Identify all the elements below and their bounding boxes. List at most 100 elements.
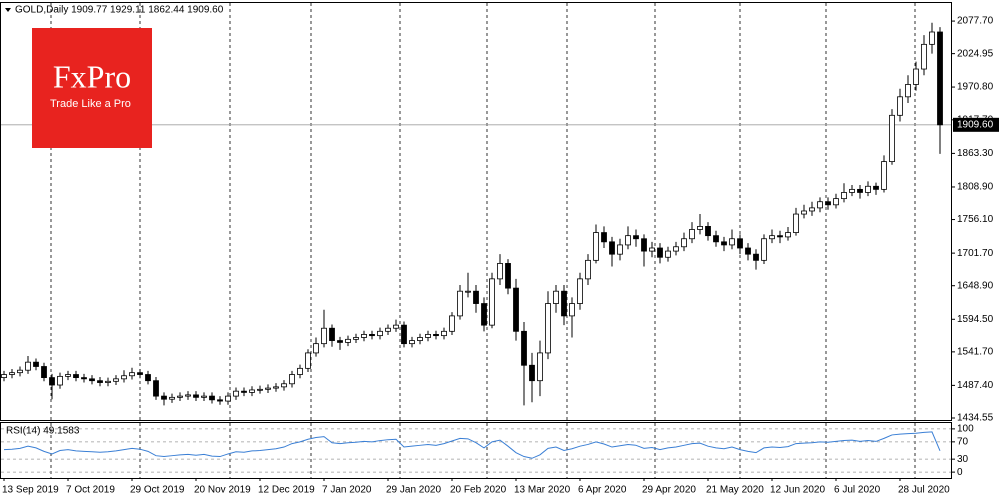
candle-body xyxy=(585,259,591,280)
last-price-label: 1909.60 xyxy=(957,119,994,130)
candle-body xyxy=(673,246,679,252)
candle-body xyxy=(377,330,383,337)
y-tick-label: 1863.30 xyxy=(957,148,994,159)
candle-body xyxy=(513,287,519,332)
candle-body xyxy=(273,386,279,389)
candle-body xyxy=(369,334,375,337)
candle-body xyxy=(417,337,423,341)
candle-body xyxy=(481,303,487,326)
candle-body xyxy=(401,324,407,345)
candle-body xyxy=(41,366,47,379)
candle-body xyxy=(897,96,903,116)
y-tick-label: 2077.70 xyxy=(957,16,994,27)
candle-body xyxy=(353,337,359,340)
candle-body xyxy=(785,232,791,238)
candle-body xyxy=(737,238,743,249)
candle-body xyxy=(305,352,311,369)
candle-body xyxy=(433,334,439,337)
symbol-marker xyxy=(5,8,11,12)
y-tick-label: 1434.55 xyxy=(957,413,994,424)
candle-body xyxy=(257,388,263,391)
candle-body xyxy=(249,389,255,393)
candle-body xyxy=(801,210,807,215)
candle-body xyxy=(529,364,535,382)
candle-body xyxy=(265,387,271,390)
candle-body xyxy=(329,327,335,341)
candle-body xyxy=(241,390,247,393)
candle-body xyxy=(313,343,319,354)
y-tick-label: 1756.10 xyxy=(957,214,994,225)
x-tick-label: 20 Feb 2020 xyxy=(450,485,507,496)
candle-body xyxy=(193,394,199,398)
candle-body xyxy=(657,247,663,258)
last-price-box xyxy=(953,117,999,132)
candle-body xyxy=(233,390,239,397)
candle-body xyxy=(49,377,55,386)
candle-body xyxy=(697,226,703,230)
candle-body xyxy=(145,374,151,382)
rsi-tick-label: 70 xyxy=(957,436,969,447)
x-tick-label: 13 Mar 2020 xyxy=(514,485,571,496)
logo-brand: FxPro xyxy=(53,58,131,94)
candle-body xyxy=(713,235,719,243)
x-tick-label: 12 Dec 2019 xyxy=(258,485,315,496)
candle-body xyxy=(97,380,103,383)
candle-body xyxy=(185,394,191,397)
candle-body xyxy=(1,374,7,379)
candle-body xyxy=(625,235,631,246)
candle-body xyxy=(409,340,415,345)
x-tick-label: 29 Jan 2020 xyxy=(386,485,441,496)
rsi-line xyxy=(3,431,941,459)
candle-body xyxy=(9,372,15,375)
candle-body xyxy=(441,330,447,337)
y-tick-label: 1594.50 xyxy=(957,314,994,325)
logo-tagline: Trade Like a Pro xyxy=(50,98,131,110)
plot xyxy=(1,22,951,473)
candle-body xyxy=(129,372,135,377)
candle-body xyxy=(777,235,783,238)
candle-body xyxy=(17,369,23,374)
candle-body xyxy=(873,185,879,190)
candle-body xyxy=(705,226,711,237)
candle-body xyxy=(297,367,303,375)
candle-body xyxy=(681,238,687,248)
candle-body xyxy=(65,374,71,377)
candle-body xyxy=(577,278,583,304)
candle-body xyxy=(569,303,575,317)
candle-body xyxy=(121,375,127,380)
candle-body xyxy=(745,247,751,255)
candle-body xyxy=(489,278,495,326)
rsi-label: RSI(14) 49.1583 xyxy=(6,426,80,437)
candle-body xyxy=(361,334,367,338)
candle-body xyxy=(649,247,655,252)
y-tick-label: 1808.90 xyxy=(957,182,994,193)
candle-body xyxy=(321,327,327,345)
candle-body xyxy=(817,201,823,209)
rsi-tick-label: 100 xyxy=(957,424,974,435)
candle-body xyxy=(57,375,63,386)
candle-body xyxy=(81,377,87,380)
candle-body xyxy=(929,31,935,45)
logo-box xyxy=(32,28,152,148)
candle-body xyxy=(209,395,215,401)
candle-body xyxy=(337,340,343,343)
candle-body xyxy=(89,378,95,382)
candle-body xyxy=(857,188,863,193)
rsi-tick-label: 0 xyxy=(957,467,963,478)
candle-body xyxy=(225,395,231,402)
x-tick-label: 28 Jul 2020 xyxy=(898,485,950,496)
candle-body xyxy=(33,361,39,367)
candle-body xyxy=(113,378,119,382)
candle-body xyxy=(177,395,183,398)
candle-body xyxy=(905,84,911,98)
y-tick-label: 1701.70 xyxy=(957,248,994,259)
candle-body xyxy=(753,253,759,261)
candle-body xyxy=(73,374,79,379)
y-tick-label: 1487.40 xyxy=(957,380,994,391)
candle-body xyxy=(553,290,559,304)
candle-body xyxy=(393,324,399,329)
candle-body xyxy=(537,352,543,382)
candle-body xyxy=(449,315,455,332)
chart-legend: GOLD,Daily 1909.77 1929.11 1862.44 1909.… xyxy=(15,5,224,16)
